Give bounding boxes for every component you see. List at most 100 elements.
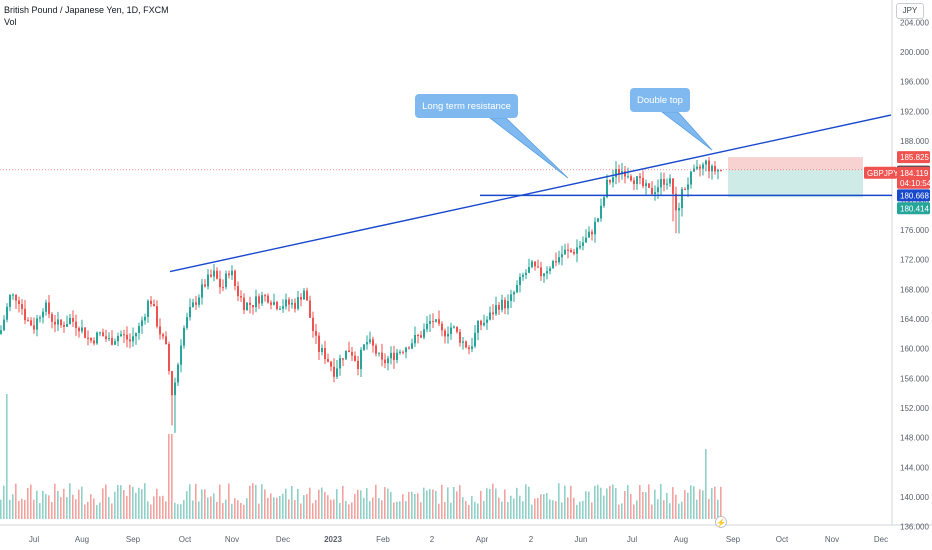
volume-label: Vol <box>4 17 17 27</box>
candle-body <box>93 340 95 344</box>
candle-body <box>27 320 29 322</box>
candle-body <box>309 300 311 318</box>
volume-bar <box>417 493 419 519</box>
volume-bar <box>393 502 395 519</box>
candle-body <box>75 321 77 328</box>
candle-body <box>525 272 527 275</box>
candle-body <box>474 332 476 347</box>
volume-bar <box>294 500 296 519</box>
candle-body <box>279 308 281 310</box>
candle-body <box>165 336 167 344</box>
candle-body <box>210 274 212 277</box>
candle-body <box>219 278 221 288</box>
countdown-label-bg <box>897 176 930 189</box>
time-tick-label: Dec <box>874 535 888 544</box>
volume-bar <box>117 485 119 519</box>
candle-body <box>114 341 116 345</box>
candle-body <box>378 352 380 354</box>
candle-body <box>333 366 335 377</box>
candle-body <box>72 317 74 322</box>
candle-body <box>663 179 665 185</box>
volume-bar <box>645 492 647 519</box>
volume-bar <box>348 504 350 519</box>
volume-bar <box>510 495 512 519</box>
volume-bar <box>90 494 92 519</box>
volume-bar <box>24 499 26 519</box>
candle-body <box>513 292 515 295</box>
volume-bar <box>654 489 656 519</box>
volume-bar <box>492 483 494 519</box>
candle-body <box>252 304 254 308</box>
volume-bar <box>30 484 32 519</box>
candle-body <box>402 351 404 353</box>
countdown-label: 04:10:54 <box>900 179 932 188</box>
candle-body <box>285 299 287 307</box>
candle-body <box>648 183 650 188</box>
candle-body <box>534 261 536 267</box>
volume-bar <box>126 495 128 519</box>
volume-bar <box>372 497 374 519</box>
volume-bar <box>546 493 548 519</box>
candle-body <box>225 273 227 288</box>
volume-bar <box>225 499 227 519</box>
time-tick-label: 2023 <box>324 535 342 544</box>
volume-bar <box>681 501 683 519</box>
time-tick-label: Sep <box>726 535 741 544</box>
risk-zone <box>728 157 863 170</box>
volume-bar <box>315 499 317 519</box>
candle-body <box>546 271 548 274</box>
volume-bar <box>279 495 281 519</box>
candle-body <box>399 351 401 353</box>
candle-body <box>33 325 35 330</box>
candle-body <box>147 300 149 317</box>
price-tick-label: 176.000 <box>900 226 929 235</box>
volume-bar <box>21 498 23 519</box>
volume-bar <box>291 485 293 519</box>
volume-bar <box>714 486 716 519</box>
lightning-icon <box>715 516 727 528</box>
volume-bar <box>42 490 44 519</box>
volume-bar <box>153 496 155 519</box>
candle-body <box>480 320 482 326</box>
candle-body <box>132 336 134 342</box>
time-axis[interactable]: Jul Aug Sep Oct Nov Dec 2023 Feb 2 Apr 2 Jun Jul Aug S… <box>29 535 888 544</box>
price-tick-label: 172.000 <box>900 256 929 265</box>
candle-body <box>15 294 17 301</box>
candle-body <box>516 285 518 293</box>
volume-bar <box>342 485 344 519</box>
volume-bar <box>711 488 713 519</box>
candle-body <box>243 297 245 311</box>
time-tick-label: Aug <box>75 535 89 544</box>
volume-bar <box>87 501 89 519</box>
candle-body <box>423 329 425 338</box>
candle-body <box>12 294 14 296</box>
price-tick-label: 164.000 <box>900 315 929 324</box>
volume-bar <box>183 499 185 519</box>
candle-body <box>291 302 293 305</box>
volume-bar <box>609 485 611 519</box>
volume-bar <box>234 498 236 519</box>
candle-body <box>540 267 542 277</box>
volume-bar <box>258 503 260 519</box>
volume-bar <box>261 484 263 519</box>
candle-body <box>294 302 296 309</box>
volume-bar <box>675 494 677 519</box>
volume-bar <box>240 502 242 519</box>
candle-body <box>651 187 653 195</box>
candle-body <box>381 352 383 360</box>
candle-body <box>393 352 395 361</box>
candle-body <box>273 301 275 305</box>
volume-bar <box>222 503 224 519</box>
drawings: Long term resistance Double top ⚡ <box>0 88 892 528</box>
candle-body <box>327 359 329 362</box>
candle-body <box>264 295 266 297</box>
price-axis[interactable]: 136.000 140.000 144.000 148.000 152.000 156.0… <box>900 18 929 531</box>
currency-button[interactable]: JPY <box>896 3 924 19</box>
volume-bar <box>243 504 245 519</box>
volume-bar <box>99 502 101 519</box>
volume-bar <box>483 500 485 519</box>
volume-bar <box>333 499 335 519</box>
candle-body <box>231 270 233 276</box>
candle-body <box>195 302 197 305</box>
